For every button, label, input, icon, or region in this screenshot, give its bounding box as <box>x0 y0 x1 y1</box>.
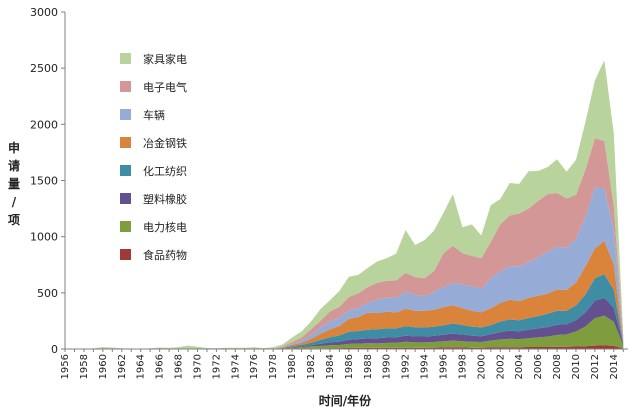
x-tick-label: 1980 <box>287 354 298 379</box>
y-axis-title-char: / <box>12 195 17 209</box>
y-axis-title-char: 量 <box>8 177 20 191</box>
area-series-2 <box>65 297 624 349</box>
legend-label: 家具家电 <box>143 52 187 66</box>
legend-label: 塑料橡胶 <box>143 192 187 206</box>
y-tick-label: 3000 <box>30 6 58 19</box>
x-tick-label: 2004 <box>514 354 525 379</box>
x-tick-label: 1960 <box>98 354 109 379</box>
x-tick-label: 1992 <box>401 354 412 379</box>
x-tick-label: 2002 <box>495 354 506 379</box>
y-tick-label: 2500 <box>30 62 58 75</box>
x-tick-label: 1974 <box>230 354 241 379</box>
legend-label: 冶金钢铁 <box>143 136 187 150</box>
x-tick-label: 1984 <box>325 354 336 379</box>
y-axis-title-char: 请 <box>8 158 20 173</box>
y-tick-label: 500 <box>37 287 58 300</box>
y-axis-title-char: 项 <box>8 213 20 227</box>
y-tick-label: 0 <box>51 343 58 356</box>
legend-label: 电力核电 <box>143 220 187 234</box>
y-axis-title: 申请量 / 项 <box>8 140 20 227</box>
x-tick-label: 1990 <box>382 354 393 379</box>
legend-swatch <box>120 109 131 120</box>
x-tick-label: 2008 <box>552 354 563 379</box>
x-tick-label: 1966 <box>155 354 166 379</box>
legend-swatch <box>120 165 131 176</box>
axes <box>61 11 628 352</box>
legend-swatch <box>120 193 131 204</box>
x-tick-label: 2010 <box>571 354 582 379</box>
legend-swatch <box>120 53 131 64</box>
legend-swatch <box>120 221 131 232</box>
x-tick-label: 1988 <box>363 354 374 379</box>
y-axis-title-char: 申 <box>8 140 20 155</box>
x-tick-label: 1978 <box>268 354 279 379</box>
area-series-1 <box>65 315 624 349</box>
x-tick-label: 2012 <box>590 354 601 379</box>
x-tick-label: 1982 <box>306 354 317 379</box>
legend-label: 化工纺织 <box>143 164 187 178</box>
legend-label: 电子电气 <box>143 80 187 94</box>
x-tick-label: 2006 <box>533 354 544 379</box>
area-series-6 <box>65 138 624 349</box>
x-tick-label: 1986 <box>344 354 355 379</box>
legend-swatch <box>120 137 131 148</box>
x-tick-label: 2000 <box>476 354 487 379</box>
x-tick-label: 1972 <box>211 354 222 379</box>
area-series-7 <box>65 60 624 350</box>
y-tick-labels: 0 500 1000 1500 2000 2500 3000 <box>30 6 58 356</box>
x-tick-label: 1964 <box>136 354 147 379</box>
y-tick-label: 1000 <box>30 231 58 244</box>
legend-label: 车辆 <box>143 108 165 122</box>
legend-swatch <box>120 81 131 92</box>
y-tick-label: 2000 <box>30 118 58 131</box>
area-series-3 <box>65 274 624 349</box>
x-tick-label: 1994 <box>420 354 431 379</box>
x-tick-label: 1958 <box>79 354 90 379</box>
legend-swatch <box>120 249 131 260</box>
area-series-4 <box>65 240 624 349</box>
area-series-5 <box>65 187 624 349</box>
x-tick-label: 1996 <box>438 354 449 379</box>
x-tick-label: 1970 <box>192 354 203 379</box>
x-axis-title: 时间/年份 <box>319 393 372 408</box>
x-tick-label: 1976 <box>249 354 260 379</box>
x-tick-label: 2014 <box>609 354 620 379</box>
area-series-0 <box>65 345 624 349</box>
y-tick-label: 1500 <box>30 175 58 188</box>
x-tick-label: 1968 <box>174 354 185 379</box>
x-tick-label: 1962 <box>117 354 128 379</box>
stacked-areas <box>65 60 624 350</box>
legend-label: 食品药物 <box>143 248 187 262</box>
x-tick-label: 1956 <box>60 354 71 379</box>
x-tick-label: 1998 <box>457 354 468 379</box>
x-tick-labels: 1956 1958 1960 1962 1964 1966 1968 1970 1972 1974… <box>60 354 620 379</box>
